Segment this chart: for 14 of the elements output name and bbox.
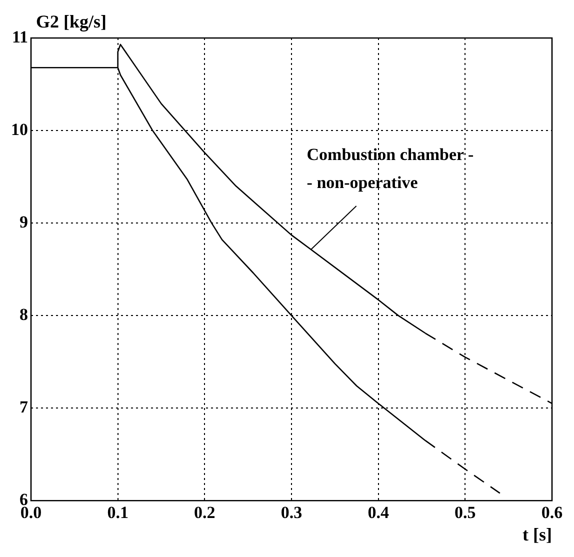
x-tick-label: 0.3	[280, 503, 302, 522]
y-axis-title: G2 [kg/s]	[36, 12, 107, 32]
x-tick-label: 0.2	[194, 503, 216, 522]
x-tick-label: 0.4	[368, 503, 390, 522]
annotation: Combustion chamber - - non-operative	[306, 145, 474, 192]
x-tick-label: 0.5	[454, 503, 476, 522]
y-tick-label: 9	[20, 212, 28, 232]
x-tick-label: 0.1	[107, 503, 128, 522]
y-tick-label: 7	[20, 397, 28, 416]
x-axis-title: t [s]	[522, 524, 552, 545]
y-tick-label: 8	[20, 304, 28, 324]
y-tick-label: 10	[11, 120, 28, 139]
y-tick-label: 11	[12, 27, 28, 46]
x-tick-label: 0.6	[541, 503, 563, 522]
